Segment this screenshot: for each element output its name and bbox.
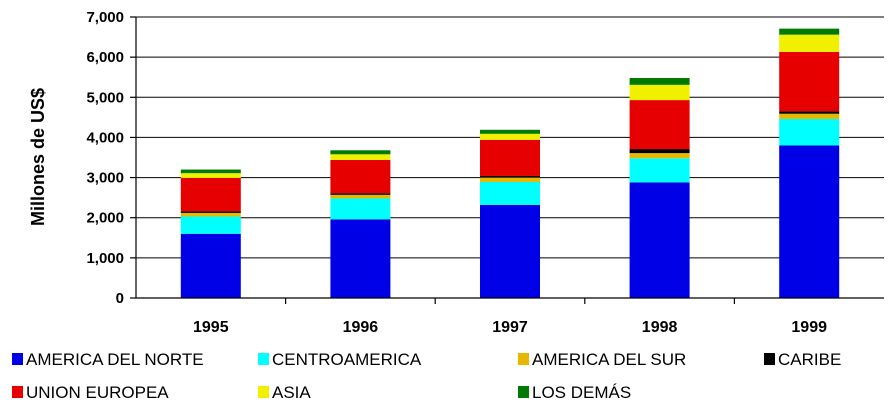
legend-label: CARIBE (778, 350, 841, 369)
bar-segment (779, 145, 840, 298)
bar-segment (480, 181, 540, 205)
bar-segment (330, 193, 391, 195)
bar-segment (180, 173, 241, 178)
bar-segment (629, 100, 690, 150)
x-tick-labels: 1995 1996 1997 1998 1999 (193, 319, 827, 336)
y-tick-label: 6,000 (86, 49, 124, 66)
bar-segment (330, 159, 391, 194)
bar-segment (779, 113, 840, 119)
legend-swatch (12, 386, 23, 398)
legend-label: CENTROAMERICA (272, 350, 422, 369)
bar-segment (779, 28, 840, 35)
legend-item: LOS DEMÁS (518, 383, 631, 402)
bar-segment (330, 154, 391, 160)
y-tick-label: 1,000 (86, 250, 124, 267)
bar-segment (480, 204, 540, 298)
legend-item: CENTROAMERICA (258, 350, 422, 369)
legend: AMERICA DEL NORTE CENTROAMERICA AMERICA DE… (12, 350, 841, 402)
x-tick-label: 1998 (642, 319, 678, 336)
bar-segment (330, 219, 391, 298)
x-tick-label: 1996 (343, 319, 379, 336)
y-tick-label: 5,000 (86, 89, 124, 106)
legend-item: AMERICA DEL SUR (518, 350, 686, 369)
bar-segment (480, 133, 540, 140)
y-tick-label: 3,000 (86, 170, 124, 187)
legend-swatch (258, 353, 269, 365)
bar-segment (779, 51, 840, 112)
bar-segment (180, 177, 241, 212)
legend-label: LOS DEMÁS (532, 383, 631, 402)
bar-segment (629, 153, 690, 159)
bar-segment (779, 118, 840, 146)
y-tick-label: 0 (116, 290, 124, 307)
axes (130, 16, 884, 304)
bar-segment (779, 111, 840, 114)
bar-segment (480, 139, 540, 176)
legend-swatch (764, 353, 775, 365)
bar-segment (779, 34, 840, 52)
bar-segment (180, 169, 241, 174)
x-tick-label: 1997 (492, 319, 528, 336)
bar-segment (629, 78, 690, 85)
legend-swatch (12, 353, 23, 365)
legend-item: AMERICA DEL NORTE (12, 350, 204, 369)
bar-segment (480, 177, 540, 182)
bar-segment (330, 150, 391, 155)
bar-segment (180, 216, 241, 234)
bar-segment (180, 233, 241, 298)
bar-segment (180, 211, 241, 213)
legend-label: UNION EUROPEA (26, 383, 169, 402)
bar-segment (180, 212, 241, 217)
y-tick-label: 4,000 (86, 129, 124, 146)
legend-label: AMERICA DEL SUR (532, 350, 686, 369)
y-tick-labels: 0 1,000 2,000 3,000 4,000 5,000 6,000 7,000 (86, 9, 124, 307)
legend-label: AMERICA DEL NORTE (26, 350, 204, 369)
legend-swatch (518, 353, 529, 365)
bar-segment (330, 198, 391, 220)
legend-item: UNION EUROPEA (12, 383, 169, 402)
bar-segment (480, 175, 540, 178)
bar-segment (629, 84, 690, 101)
legend-item: CARIBE (764, 350, 841, 369)
y-axis-label: Millones de US$ (28, 88, 48, 226)
bars (180, 28, 840, 298)
y-tick-label: 2,000 (86, 210, 124, 227)
legend-swatch (258, 386, 269, 398)
bar-segment (330, 194, 391, 199)
legend-item: ASIA (258, 383, 311, 402)
bar-segment (480, 129, 540, 134)
bar-segment (629, 149, 690, 154)
x-tick-label: 1995 (193, 319, 229, 336)
y-tick-label: 7,000 (86, 9, 124, 26)
bar-segment (629, 158, 690, 183)
bar-segment (629, 182, 690, 298)
legend-label: ASIA (272, 383, 311, 402)
x-tick-label: 1999 (791, 319, 827, 336)
legend-swatch (518, 386, 529, 398)
